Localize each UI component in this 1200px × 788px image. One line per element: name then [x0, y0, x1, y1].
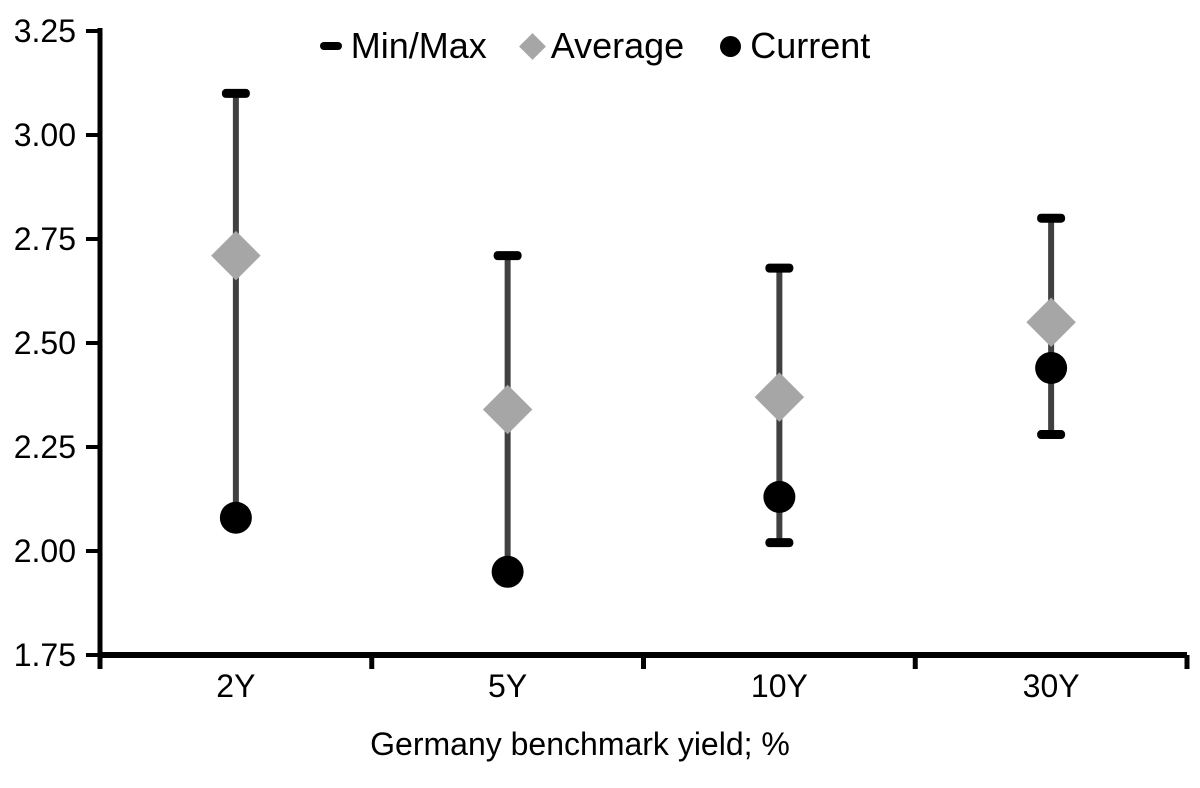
- y-tick-label: 1.75: [14, 637, 76, 673]
- max-cap-marker: [493, 251, 522, 261]
- current-circle-marker: [219, 501, 252, 534]
- average-diamond-marker: [754, 372, 805, 422]
- y-tick-label: 2.75: [14, 221, 76, 257]
- max-cap-marker: [221, 88, 250, 98]
- current-circle-marker: [491, 555, 524, 588]
- average-diamond-marker: [482, 384, 533, 435]
- current-circle-marker: [1035, 351, 1068, 384]
- category-label: 10Y: [751, 668, 808, 704]
- average-diamond-marker: [1026, 297, 1076, 347]
- y-tick-label: 2.50: [14, 325, 76, 361]
- category-label: 5Y: [488, 668, 527, 704]
- y-tick-label: 3.00: [14, 117, 76, 153]
- max-cap-marker: [765, 263, 794, 273]
- min-cap-marker: [765, 538, 794, 548]
- y-tick-label: 2.25: [14, 429, 76, 465]
- current-circle-marker: [763, 480, 796, 513]
- x-axis-title: Germany benchmark yield; %: [370, 726, 790, 762]
- category-label: 2Y: [216, 668, 255, 704]
- category-label: 30Y: [1023, 668, 1080, 704]
- y-tick-label: 2.00: [14, 533, 76, 569]
- average-diamond-marker: [211, 230, 261, 281]
- min-cap-marker: [1037, 430, 1066, 440]
- max-cap-marker: [1037, 213, 1066, 223]
- y-tick-label: 3.25: [14, 13, 76, 49]
